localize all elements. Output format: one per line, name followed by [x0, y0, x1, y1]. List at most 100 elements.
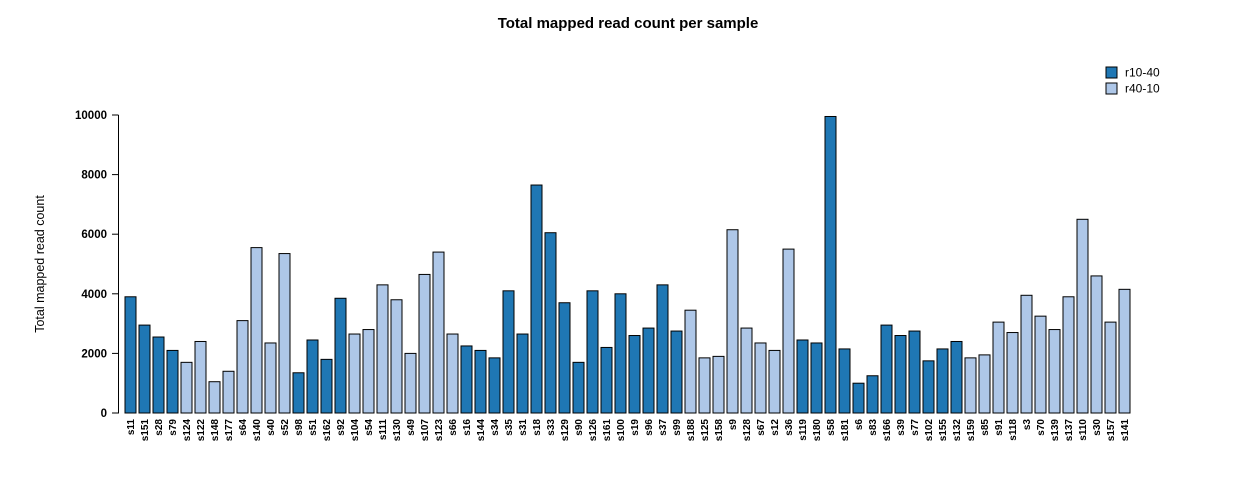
- bar-s11: [124, 296, 137, 414]
- bar-s30: [1090, 275, 1103, 414]
- x-tick-label-s100: s100: [616, 419, 627, 442]
- y-tick-label: 4000: [81, 289, 107, 301]
- x-tick-label-s66: s66: [448, 419, 459, 436]
- x-tick-label-s77: s77: [910, 419, 921, 436]
- x-tick-label-s162: s162: [322, 419, 333, 442]
- bar-s180: [810, 342, 823, 414]
- x-tick-label-s151: s151: [140, 419, 151, 442]
- legend-label-r10-40: r10-40: [1125, 66, 1160, 80]
- x-tick-label-s166: s166: [882, 419, 893, 442]
- x-tick-label-s54: s54: [364, 419, 375, 436]
- x-tick-label-s6: s6: [854, 419, 865, 431]
- bar-s166: [880, 324, 893, 414]
- bar-s90: [572, 361, 585, 414]
- x-tick-label-s125: s125: [700, 419, 711, 442]
- x-tick-label-s79: s79: [168, 419, 179, 436]
- bar-s107: [418, 273, 431, 414]
- x-tick-label-s141: s141: [1120, 419, 1131, 442]
- bar-s155: [936, 348, 949, 414]
- x-tick-label-s36: s36: [784, 419, 795, 436]
- y-tick-label: 6000: [81, 229, 107, 241]
- bar-s85: [978, 354, 991, 414]
- x-tick-label-s123: s123: [434, 419, 445, 442]
- x-tick-label-s35: s35: [504, 419, 515, 436]
- x-tick-label-s85: s85: [980, 419, 991, 436]
- x-tick-label-s40: s40: [266, 419, 277, 436]
- bar-s139: [1048, 329, 1061, 414]
- bar-s126: [586, 290, 599, 414]
- x-tick-label-s129: s129: [560, 419, 571, 442]
- x-tick-label-s157: s157: [1106, 419, 1117, 442]
- y-tick-label: 8000: [81, 170, 107, 182]
- bar-s148: [208, 381, 221, 414]
- x-tick-label-s18: s18: [532, 419, 543, 436]
- bar-s177: [222, 370, 235, 414]
- x-tick-label-s34: s34: [490, 419, 501, 436]
- x-tick-label-s99: s99: [672, 419, 683, 436]
- bar-s51: [306, 339, 319, 414]
- x-tick-label-s122: s122: [196, 419, 207, 442]
- x-tick-label-s58: s58: [826, 419, 837, 436]
- bar-s35: [502, 290, 515, 414]
- bar-s125: [698, 357, 711, 414]
- bar-s110: [1076, 218, 1089, 414]
- bar-s129: [558, 302, 571, 414]
- x-tick-label-s124: s124: [182, 419, 193, 442]
- x-tick-label-s96: s96: [644, 419, 655, 436]
- x-tick-label-s30: s30: [1092, 419, 1103, 436]
- bar-s77: [908, 330, 921, 414]
- bar-s96: [642, 327, 655, 414]
- x-tick-label-s177: s177: [224, 419, 235, 442]
- x-tick-label-s19: s19: [630, 419, 641, 436]
- bar-s91: [992, 321, 1005, 414]
- bar-s137: [1062, 296, 1075, 414]
- x-tick-label-s91: s91: [994, 419, 1005, 436]
- bar-s54: [362, 329, 375, 414]
- x-tick-label-s118: s118: [1008, 419, 1019, 441]
- x-tick-label-s140: s140: [252, 419, 263, 442]
- bar-s49: [404, 352, 417, 414]
- y-tick-label: 10000: [75, 110, 107, 122]
- bar-s111: [376, 284, 389, 414]
- x-tick-label-s180: s180: [812, 419, 823, 442]
- bar-s181: [838, 348, 851, 414]
- x-tick-label-s37: s37: [658, 419, 669, 436]
- x-tick-label-s126: s126: [588, 419, 599, 442]
- x-tick-label-s90: s90: [574, 419, 585, 436]
- x-tick-label-s51: s51: [308, 419, 319, 436]
- x-tick-label-s104: s104: [350, 419, 361, 442]
- x-tick-label-s49: s49: [406, 419, 417, 436]
- x-tick-label-s12: s12: [770, 419, 781, 436]
- bar-s98: [292, 372, 305, 414]
- x-tick-label-s137: s137: [1064, 419, 1075, 442]
- x-tick-label-s67: s67: [756, 419, 767, 436]
- x-tick-label-s33: s33: [546, 419, 557, 436]
- bar-s70: [1034, 315, 1047, 414]
- x-tick-label-s16: s16: [462, 419, 473, 436]
- y-tick-label: 2000: [81, 348, 107, 360]
- bar-s3: [1020, 294, 1033, 414]
- legend-swatch-r10-40: [1105, 66, 1118, 79]
- y-tick-label: 0: [101, 408, 107, 420]
- bar-s66: [446, 333, 459, 414]
- x-tick-label-s52: s52: [280, 419, 291, 436]
- bar-s159: [964, 357, 977, 414]
- x-tick-label-s148: s148: [210, 419, 221, 442]
- bar-s122: [194, 340, 207, 414]
- x-tick-label-s188: s188: [686, 419, 697, 442]
- bar-s132: [950, 340, 963, 414]
- x-tick-label-s31: s31: [518, 419, 529, 436]
- x-tick-label-s3: s3: [1022, 419, 1033, 431]
- bar-s83: [866, 375, 879, 414]
- x-tick-label-s39: s39: [896, 419, 907, 436]
- bar-s16: [460, 345, 473, 414]
- bar-s161: [600, 346, 613, 414]
- x-tick-label-s107: s107: [420, 419, 431, 442]
- x-tick-label-s102: s102: [924, 419, 935, 442]
- x-tick-label-s92: s92: [336, 419, 347, 436]
- x-tick-label-s98: s98: [294, 419, 305, 436]
- x-tick-label-s9: s9: [728, 419, 739, 431]
- x-tick-label-s161: s161: [602, 419, 613, 442]
